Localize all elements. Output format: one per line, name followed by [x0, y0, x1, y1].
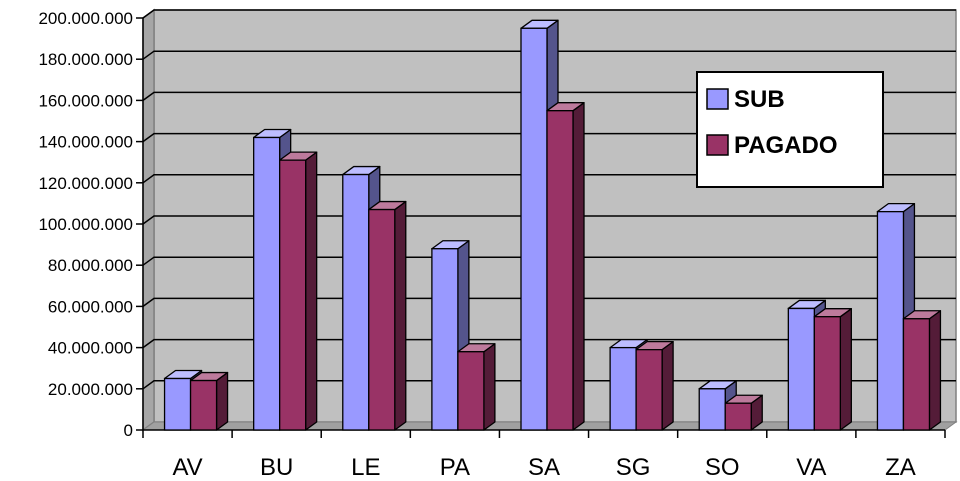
gridline	[142, 132, 956, 143]
gridline	[142, 91, 956, 102]
y-tick-label: 100.000.000	[38, 215, 133, 234]
gridline	[142, 50, 956, 60]
bar-group-sg	[609, 338, 674, 431]
legend-swatch-pagado	[706, 134, 729, 156]
x-tick-label: VA	[796, 454, 826, 481]
bar-group-sa	[520, 19, 585, 431]
y-tick-label: 80.000.000	[48, 256, 133, 275]
gridline	[142, 215, 956, 225]
x-tick-label: ZA	[885, 454, 916, 481]
y-tick-label: 180.000.000	[38, 50, 133, 69]
x-tick-label: SA	[528, 454, 560, 481]
gridline	[142, 338, 956, 349]
bar-group-pa	[431, 240, 496, 431]
y-tick-label: 60.000.000	[48, 297, 133, 316]
gridline	[142, 297, 956, 308]
x-axis-category-labels: AV BU LE PA SA SG SO VA ZA	[172, 454, 915, 481]
bar-pagado-sg	[635, 341, 674, 431]
bar-group-za	[876, 202, 942, 431]
x-tick-label: PA	[440, 454, 470, 481]
y-tick-label: 200.000.000	[38, 9, 133, 28]
y-tick-label: 160.000.000	[38, 91, 133, 110]
bar-pagado-pa	[457, 343, 496, 431]
legend: SUB PAGADO	[696, 71, 884, 188]
y-tick-label: 0	[124, 421, 133, 440]
bar-group-le	[342, 165, 407, 431]
bar-group-so	[698, 380, 763, 431]
x-tick-label: SO	[705, 454, 740, 481]
bar-group-bu	[253, 128, 318, 431]
y-tick-label: 120.000.000	[38, 174, 133, 193]
bar-pagado-av	[189, 371, 229, 431]
bar-group-av	[163, 369, 229, 431]
gridline	[142, 174, 956, 184]
bar-pagado-bu	[279, 151, 318, 431]
bar-group-va	[787, 299, 852, 431]
x-tick-label: SG	[616, 454, 651, 481]
gridlines	[142, 9, 956, 390]
gridline	[142, 256, 956, 266]
bar-pagado-le	[368, 200, 407, 431]
y-tick-label: 40.000.000	[48, 339, 133, 358]
x-tick-label: BU	[260, 454, 293, 481]
bars	[163, 19, 942, 431]
x-tick-label: LE	[351, 454, 380, 481]
gridline	[142, 380, 956, 390]
gridline	[142, 9, 956, 19]
bar-pagado-sa	[546, 102, 585, 431]
legend-label-sub: SUB	[734, 86, 785, 113]
legend-swatch-sub	[706, 88, 729, 110]
bar-pagado-za	[902, 310, 942, 431]
legend-label-pagado: PAGADO	[734, 132, 838, 159]
bar-pagado-so	[724, 394, 763, 431]
y-tick-label: 140.000.000	[38, 133, 133, 152]
bar-pagado-va	[813, 308, 852, 431]
y-tick-label: 20.000.000	[48, 380, 133, 399]
x-tick-label: AV	[172, 454, 202, 481]
y-axis-tick-labels: 0 20.000.000 40.000.000 60.000.000 80.000.00…	[38, 9, 133, 440]
